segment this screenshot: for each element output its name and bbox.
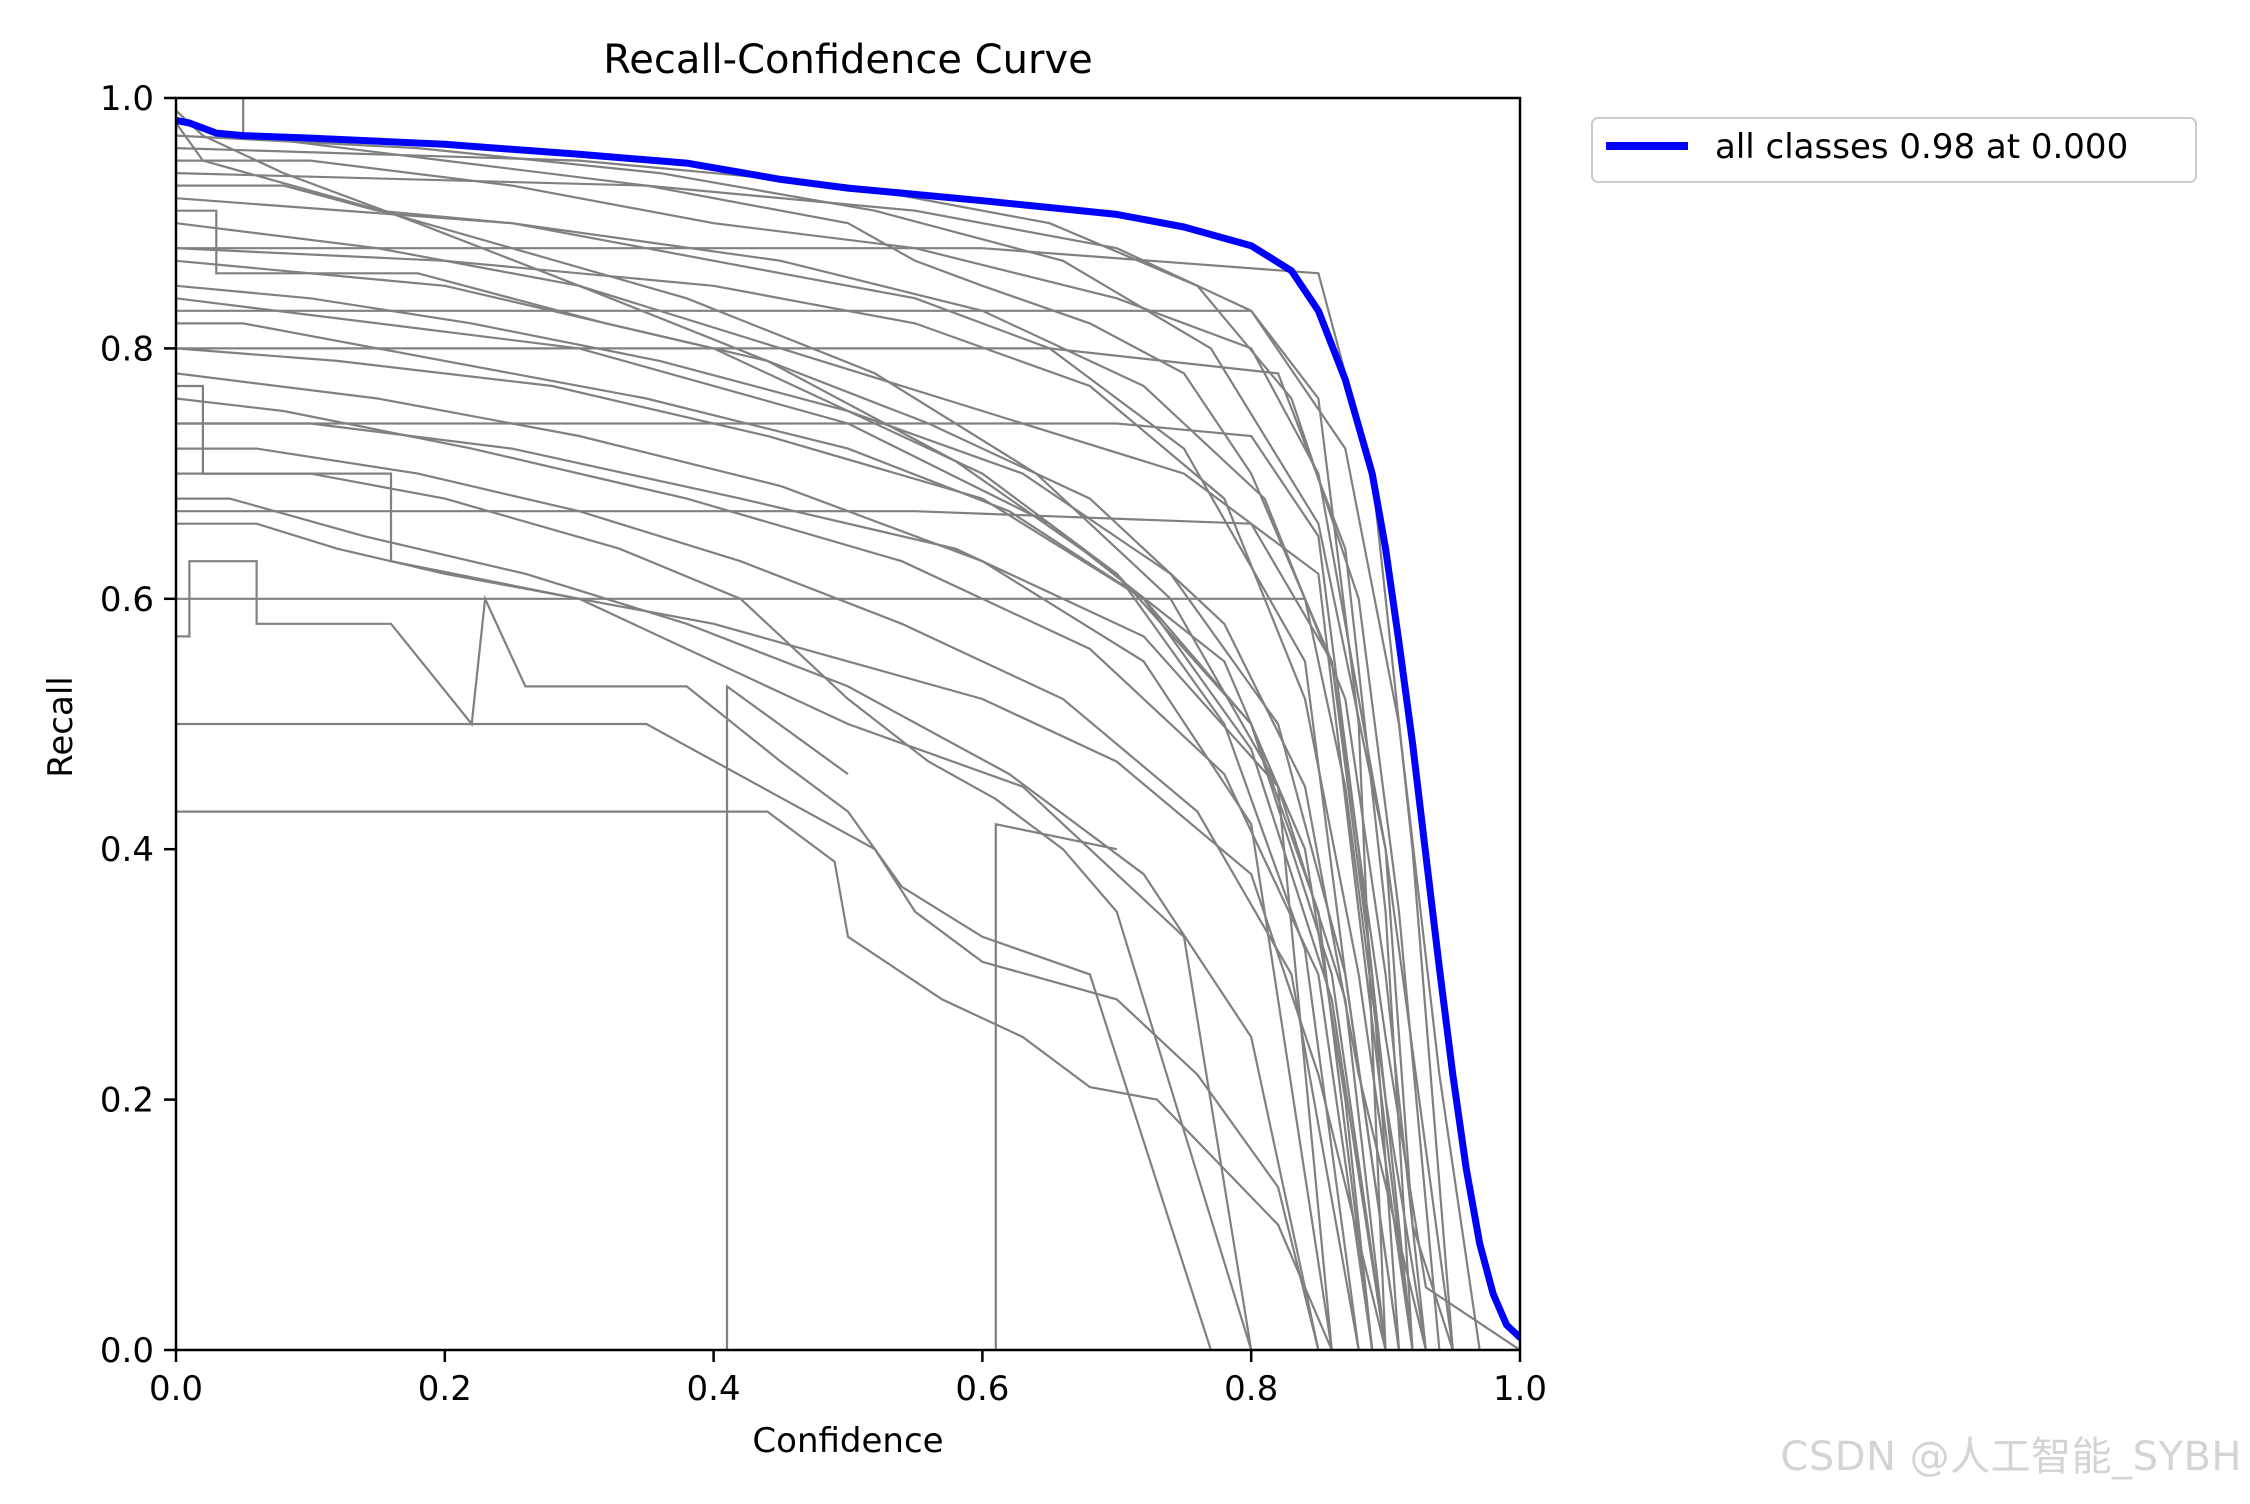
x-tick-label: 0.6 (955, 1369, 1009, 1409)
x-tick-label: 0.0 (149, 1369, 203, 1409)
per-class-line-14 (176, 322, 1374, 1350)
y-tick-label: 0.0 (100, 1331, 154, 1371)
y-tick-label: 0.2 (100, 1081, 154, 1121)
per-class-line-33 (176, 597, 1427, 1350)
per-class-line-10 (176, 722, 1320, 1350)
per-class-line-34 (176, 510, 1401, 1350)
legend: all classes 0.98 at 0.000 (1591, 117, 2197, 183)
x-axis-ticks: 0.0 0.2 0.4 0.6 0.8 1.0 (149, 1350, 1547, 1409)
per-class-line-1 (176, 98, 1520, 1350)
x-tick-label: 0.2 (418, 1369, 472, 1409)
x-tick-label: 0.8 (1224, 1369, 1278, 1409)
per-class-line-8 (176, 560, 1212, 1350)
per-class-line-18 (176, 209, 1427, 1350)
per-class-line-11 (725, 684, 849, 1350)
per-class-line-16 (176, 522, 1387, 1350)
per-class-line-2 (176, 159, 1454, 1350)
per-class-line-36 (176, 247, 1454, 1350)
per-class-line-31 (176, 422, 1414, 1350)
per-class-line-22 (176, 447, 1360, 1350)
per-class-line-25 (176, 284, 1401, 1350)
chart-title: Recall-Confidence Curve (603, 37, 1092, 83)
legend-box (1591, 117, 2197, 183)
y-axis-label: Recall (41, 676, 81, 777)
per-class-line-13 (176, 184, 1401, 1350)
summary-line-group (176, 117, 1520, 1341)
per-class-line-27 (176, 197, 1427, 1350)
per-class-line-26 (176, 372, 1333, 1350)
y-tick-label: 1.0 (100, 79, 154, 119)
per-class-line-15 (176, 422, 1387, 1350)
per-class-line-30 (176, 397, 1374, 1350)
y-tick-label: 0.8 (100, 329, 154, 369)
per-class-line-28 (176, 134, 1454, 1350)
per-class-line-32 (176, 309, 1387, 1350)
per-class-line-23 (176, 497, 1320, 1350)
summary-line-all-classes (176, 117, 1520, 1341)
per-class-line-12 (994, 822, 1118, 1350)
per-class-line-35 (176, 347, 1414, 1350)
per-class-line-29 (176, 172, 1481, 1350)
legend-label-all-classes: all classes 0.98 at 0.000 (1715, 127, 2128, 167)
watermark: CSDN @人工智能_SYBH (1780, 1434, 2242, 1480)
x-tick-label: 0.4 (687, 1369, 741, 1409)
per-class-line-7 (176, 472, 1253, 1350)
plot-frame (174, 96, 1522, 1352)
per-class-line-6 (176, 384, 1253, 1350)
per-class-line-17 (176, 122, 1333, 1350)
per-class-line-24 (176, 109, 1360, 1350)
per-class-lines (176, 98, 1520, 1350)
x-axis-label: Confidence (752, 1421, 943, 1461)
per-class-line-5 (176, 297, 1374, 1350)
x-tick-label: 1.0 (1493, 1369, 1547, 1409)
per-class-line-9 (176, 810, 1333, 1350)
per-class-line-21 (176, 347, 1387, 1350)
per-class-line-20 (176, 247, 1414, 1350)
y-tick-label: 0.6 (100, 580, 154, 620)
y-axis-ticks: 0.0 0.2 0.4 0.6 0.8 1.0 (100, 79, 176, 1371)
y-tick-label: 0.4 (100, 830, 154, 870)
